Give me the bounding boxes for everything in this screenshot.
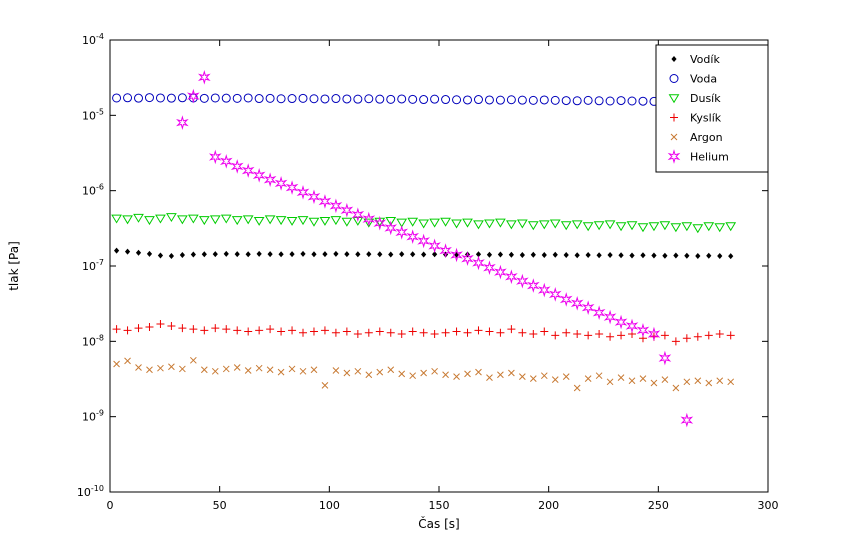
legend-item-argon: Argon xyxy=(670,131,723,144)
legend-label: Vodík xyxy=(690,53,720,66)
x-tick-label: 150 xyxy=(429,499,450,512)
x-tick-label: 300 xyxy=(758,499,779,512)
x-axis: 0 50 100 150 200 250 300 xyxy=(107,40,779,512)
x-tick-label: 250 xyxy=(648,499,669,512)
x-axis-label: Čas [s] xyxy=(418,516,459,531)
series-voda xyxy=(112,93,736,107)
series-helium xyxy=(176,69,694,428)
legend-label: Kyslík xyxy=(690,112,722,125)
legend: Vodík Voda Dusík Kyslík Argon Helium xyxy=(655,44,769,173)
legend-label: Argon xyxy=(690,131,723,144)
x-tick-label: 50 xyxy=(213,499,227,512)
legend-label: Voda xyxy=(690,73,717,86)
legend-label: Helium xyxy=(690,151,729,164)
series-dusik xyxy=(111,213,737,234)
legend-item-helium: Helium xyxy=(667,149,729,164)
series-vodik xyxy=(113,247,734,260)
legend-item-dusik: Dusík xyxy=(668,92,721,105)
x-tick-label: 100 xyxy=(319,499,340,512)
legend-box xyxy=(655,44,769,173)
x-tick-label: 0 xyxy=(107,499,114,512)
legend-item-vodik: Vodík xyxy=(671,53,720,66)
series-argon xyxy=(113,356,735,392)
x-tick-label: 200 xyxy=(538,499,559,512)
legend-item-voda: Voda xyxy=(669,73,717,86)
legend-item-kyslik: Kyslík xyxy=(670,112,722,125)
y-axis-label: tlak [Pa] xyxy=(7,241,21,291)
legend-label: Dusík xyxy=(690,92,721,105)
